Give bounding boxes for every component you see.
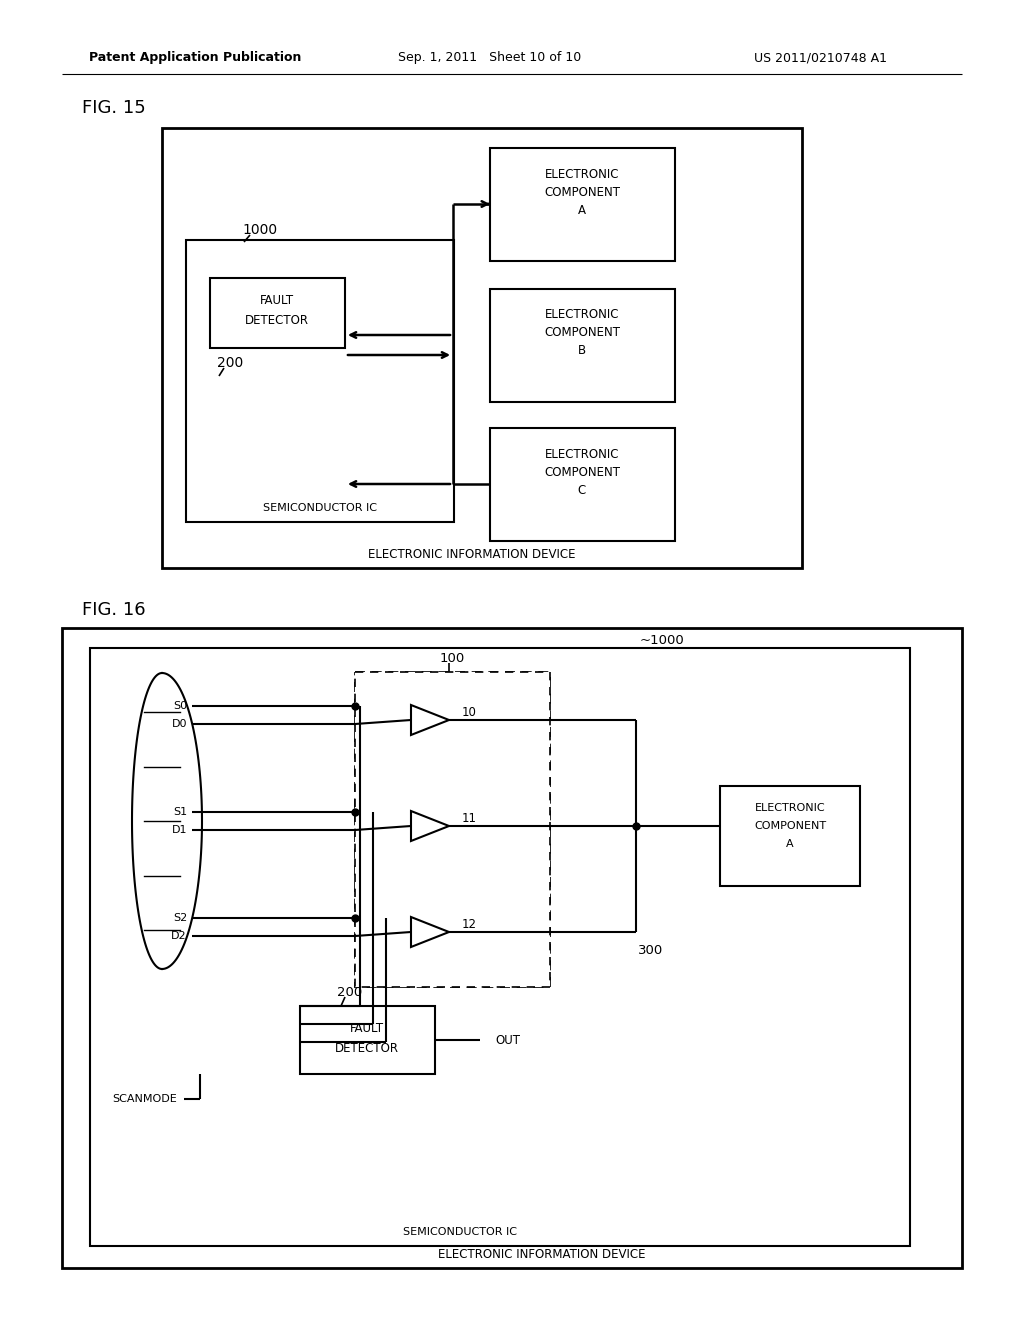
Text: Sep. 1, 2011   Sheet 10 of 10: Sep. 1, 2011 Sheet 10 of 10 <box>398 51 582 65</box>
Text: COMPONENT: COMPONENT <box>544 186 620 198</box>
Text: D0: D0 <box>171 719 187 729</box>
Bar <box>490 428 675 541</box>
Text: 100: 100 <box>439 652 465 664</box>
Bar <box>162 128 802 568</box>
Text: B: B <box>578 345 586 358</box>
Polygon shape <box>411 810 449 841</box>
Text: OUT: OUT <box>495 1034 520 1047</box>
Text: FIG. 16: FIG. 16 <box>82 601 145 619</box>
Bar <box>355 672 550 987</box>
Text: ~1000: ~1000 <box>640 634 685 647</box>
Text: 200: 200 <box>337 986 362 998</box>
Text: ELECTRONIC: ELECTRONIC <box>545 447 620 461</box>
Text: 300: 300 <box>638 944 664 957</box>
Text: COMPONENT: COMPONENT <box>544 466 620 479</box>
Text: SEMICONDUCTOR IC: SEMICONDUCTOR IC <box>403 1228 517 1237</box>
Bar <box>300 1006 435 1074</box>
Polygon shape <box>411 917 449 946</box>
Text: 10: 10 <box>462 705 477 718</box>
Text: ELECTRONIC INFORMATION DEVICE: ELECTRONIC INFORMATION DEVICE <box>438 1247 646 1261</box>
Polygon shape <box>411 705 449 735</box>
Bar <box>62 628 962 1269</box>
Text: D1: D1 <box>171 825 187 836</box>
Text: FAULT: FAULT <box>260 293 294 306</box>
Text: A: A <box>578 203 586 216</box>
Text: FAULT: FAULT <box>350 1022 384 1035</box>
Text: DETECTOR: DETECTOR <box>335 1041 399 1055</box>
Text: US 2011/0210748 A1: US 2011/0210748 A1 <box>754 51 887 65</box>
Text: D2: D2 <box>171 931 187 941</box>
Text: ELECTRONIC: ELECTRONIC <box>755 803 825 813</box>
Text: 12: 12 <box>462 917 477 931</box>
Text: COMPONENT: COMPONENT <box>544 326 620 339</box>
Text: SCANMODE: SCANMODE <box>112 1094 177 1104</box>
Text: 200: 200 <box>217 356 244 370</box>
Text: COMPONENT: COMPONENT <box>754 821 826 832</box>
Bar <box>210 279 345 348</box>
Text: 11: 11 <box>462 812 477 825</box>
Text: ELECTRONIC: ELECTRONIC <box>545 168 620 181</box>
Text: ELECTRONIC: ELECTRONIC <box>545 309 620 322</box>
Text: DETECTOR: DETECTOR <box>245 314 309 326</box>
Text: S2: S2 <box>173 913 187 923</box>
Text: A: A <box>786 840 794 849</box>
Bar <box>186 240 454 521</box>
Bar <box>490 289 675 403</box>
Text: FIG. 15: FIG. 15 <box>82 99 145 117</box>
Bar <box>355 672 550 987</box>
Text: Patent Application Publication: Patent Application Publication <box>89 51 301 65</box>
Bar <box>90 648 910 1246</box>
Text: SEMICONDUCTOR IC: SEMICONDUCTOR IC <box>263 503 377 513</box>
Text: S0: S0 <box>173 701 187 711</box>
Bar <box>490 148 675 261</box>
Text: ELECTRONIC INFORMATION DEVICE: ELECTRONIC INFORMATION DEVICE <box>369 548 575 561</box>
Text: 1000: 1000 <box>242 223 278 238</box>
Text: C: C <box>578 483 586 496</box>
Text: S1: S1 <box>173 807 187 817</box>
Bar <box>720 785 860 886</box>
